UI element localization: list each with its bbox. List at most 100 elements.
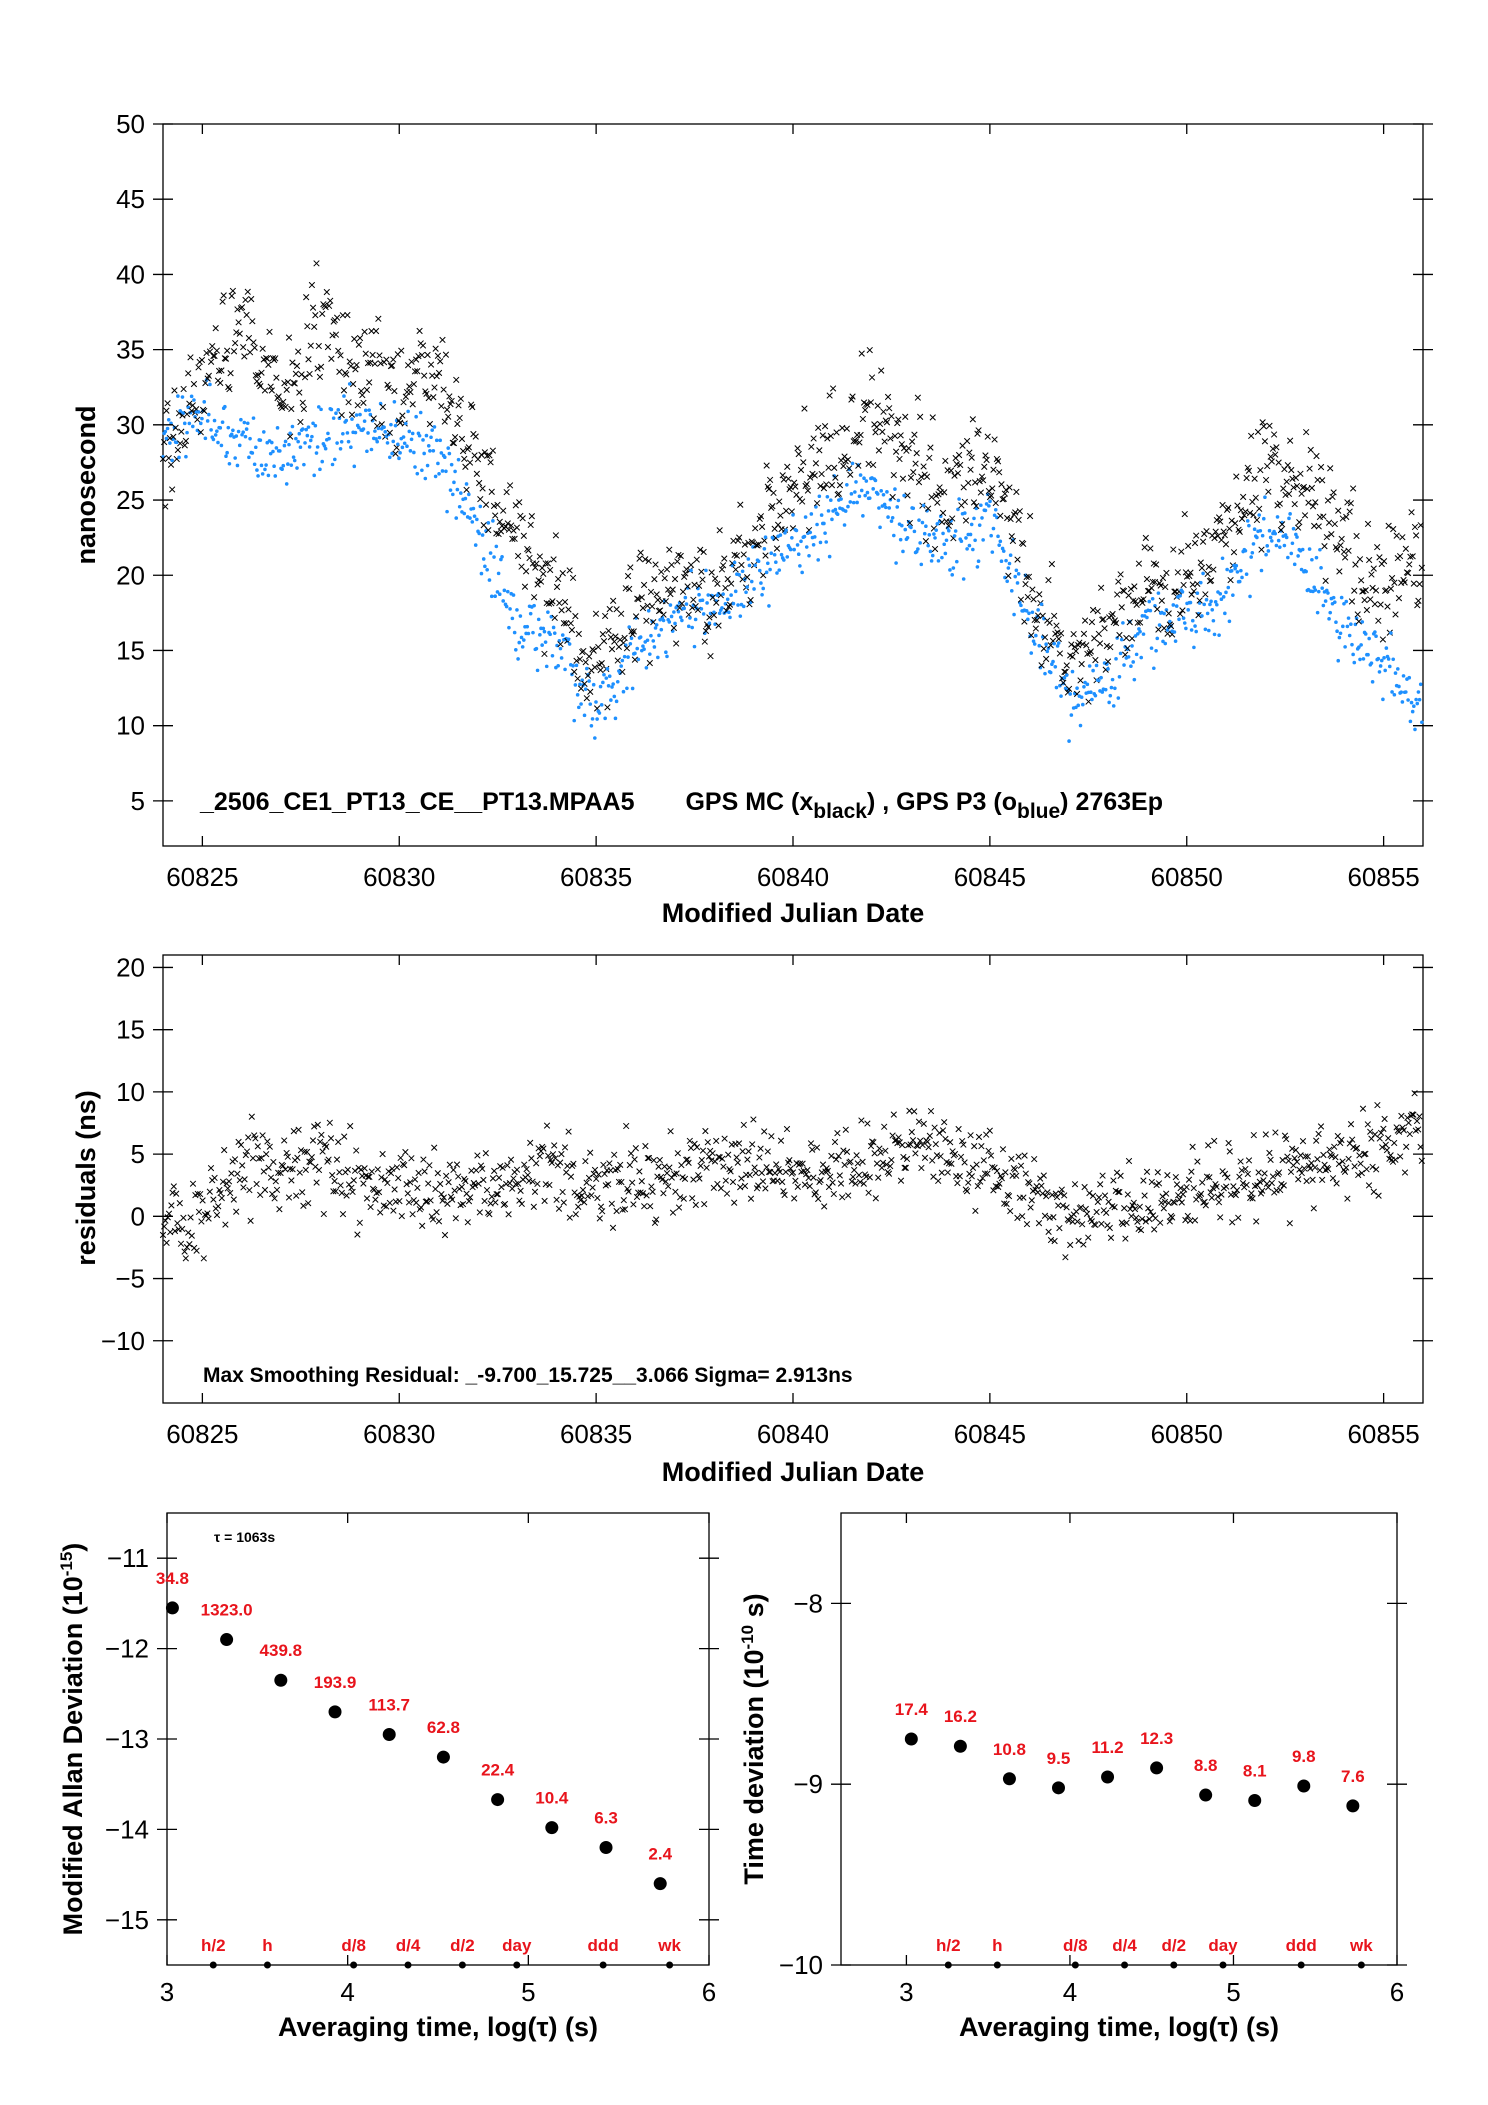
y-tick-label: −15 [105,1905,149,1935]
residual-point [1001,1200,1008,1207]
residual-point [1245,1157,1253,1164]
black-point [312,312,319,319]
black-point [453,376,460,384]
blue-point [1068,692,1072,696]
residual-point [685,1159,692,1166]
residual-point [1377,1129,1385,1137]
residual-point [499,1164,506,1171]
black-point [1068,641,1075,648]
blue-point [943,551,948,556]
blue-point [402,441,407,446]
residual-point [1265,1184,1272,1191]
residual-point [551,1142,558,1149]
residual-point [225,1178,233,1185]
residual-point [420,1156,427,1163]
black-point [1241,512,1248,519]
residual-point [1398,1112,1405,1120]
residual-point [1381,1115,1388,1123]
residual-point [182,1255,189,1262]
blue-point [225,450,229,455]
blue-point [745,585,749,589]
residual-point [812,1189,819,1196]
residual-point [699,1147,707,1154]
residual-point [774,1177,781,1184]
residual-point [266,1143,273,1150]
blue-point [349,445,353,450]
black-point [1282,491,1289,499]
blue-point [422,451,426,456]
residual-point [257,1191,264,1199]
blue-point [871,487,875,491]
blue-point [977,523,982,527]
residual-point [498,1183,505,1191]
residual-point [776,1168,783,1176]
residual-point [667,1128,674,1135]
black-point [706,614,713,621]
residual-point [881,1123,888,1130]
residual-point [375,1188,383,1196]
residual-point [723,1190,731,1197]
black-point [1331,520,1338,528]
blue-point [1052,641,1056,646]
blue-point [1338,631,1343,636]
blue-point [182,421,187,426]
residual-point [806,1183,813,1190]
blue-point [444,469,448,474]
residual-point [1332,1154,1339,1161]
blue-point [242,420,247,425]
black-point [353,361,360,369]
blue-point [1205,611,1210,616]
blue-point [338,447,343,451]
blue-point [957,497,961,501]
black-point [843,425,850,432]
residual-point [1178,1199,1185,1206]
blue-point [927,533,932,537]
blue-point [519,635,524,640]
residual-point [1410,1111,1417,1118]
blue-point [216,440,220,445]
black-point [777,512,784,519]
black-point [738,561,745,569]
black-point [361,328,368,335]
black-point [1270,431,1278,438]
deviation-point [1346,1799,1360,1813]
black-point [599,631,607,638]
blue-point [741,604,746,609]
blue-point [1032,642,1037,646]
black-point [951,472,958,479]
blue-point [946,528,951,533]
blue-point [1190,618,1195,623]
series-marks [159,1090,1425,1262]
black-point [504,520,511,527]
blue-point [700,598,705,603]
black-point [1083,642,1090,649]
blue-point [310,434,314,439]
black-point [1015,516,1022,524]
residual-point [1223,1183,1230,1190]
residual-point [1279,1156,1286,1164]
residual-point [1406,1130,1413,1138]
black-point [858,350,865,357]
blue-point [1399,690,1404,694]
black-point [1291,500,1298,508]
black-point [1280,485,1287,492]
black-point [818,470,825,478]
black-point [890,471,897,479]
black-point [1262,476,1270,484]
residual-point [1151,1226,1158,1233]
black-point [936,484,943,491]
residual-point [781,1191,788,1199]
black-point [697,546,704,553]
black-point [233,329,240,336]
blue-point [1381,697,1385,702]
black-point [240,343,247,351]
blue-point [720,606,724,610]
residual-point [642,1142,649,1150]
residual-point [1089,1192,1097,1199]
black-point [1266,422,1273,429]
blue-point [717,611,722,616]
residual-point [901,1164,908,1171]
black-point [406,383,413,390]
residual-point [188,1232,195,1239]
black-point [1251,475,1258,482]
